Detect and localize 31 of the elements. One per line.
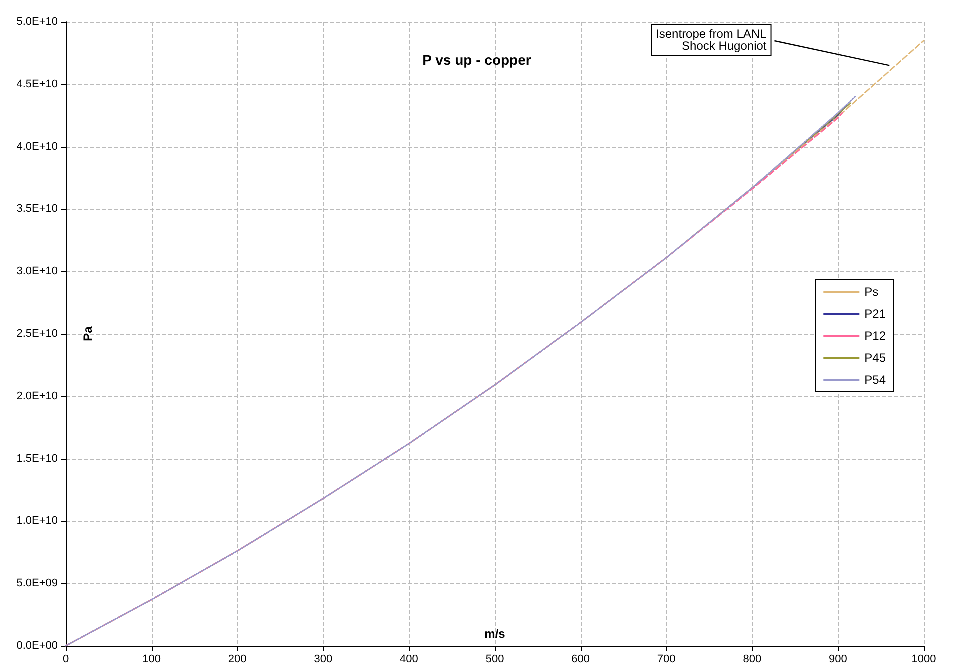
y-tick-label: 4.5E+10	[16, 78, 58, 90]
legend-label: P54	[864, 373, 886, 387]
y-tick-label: 2.5E+10	[16, 328, 58, 340]
y-tick-label: 0.0E+00	[16, 640, 58, 652]
y-tick-label: 4.0E+10	[16, 140, 58, 153]
legend-label: P45	[864, 351, 886, 365]
x-tick-label: 100	[142, 654, 161, 666]
annotation: Isentrope from LANL Shock Hugoniot	[656, 27, 768, 54]
x-tick-label: 800	[743, 654, 762, 666]
y-tick-label: 1.0E+10	[16, 515, 58, 528]
y-axis-title: Pa	[81, 326, 95, 342]
legend-label: P21	[864, 307, 886, 321]
x-tick-label: 0	[62, 654, 70, 666]
y-tick-label: 5.0E+10	[16, 16, 58, 28]
x-axis-title: m/s	[484, 627, 506, 641]
x-tick-label: 400	[400, 654, 418, 666]
y-tick-label: 3.0E+10	[16, 266, 58, 278]
x-tick-label: 600	[572, 654, 590, 666]
x-tick-label: 300	[314, 654, 333, 666]
y-tick-label: 2.0E+10	[16, 390, 58, 402]
y-tick-label: 1.5E+10	[16, 452, 58, 465]
y-tick-label: 5.0E+09	[16, 578, 58, 590]
x-tick-label: 1000	[912, 654, 936, 666]
x-tick-label: 900	[829, 654, 848, 666]
x-tick-label: 500	[486, 654, 504, 666]
x-tick-label: 200	[228, 654, 247, 666]
x-tick-label: 700	[657, 654, 676, 666]
legend-label: P12	[864, 329, 886, 343]
text: P vs up - copper	[422, 52, 532, 68]
y-tick-label: 3.5E+10	[16, 203, 58, 216]
legend-label: Ps	[864, 285, 879, 299]
